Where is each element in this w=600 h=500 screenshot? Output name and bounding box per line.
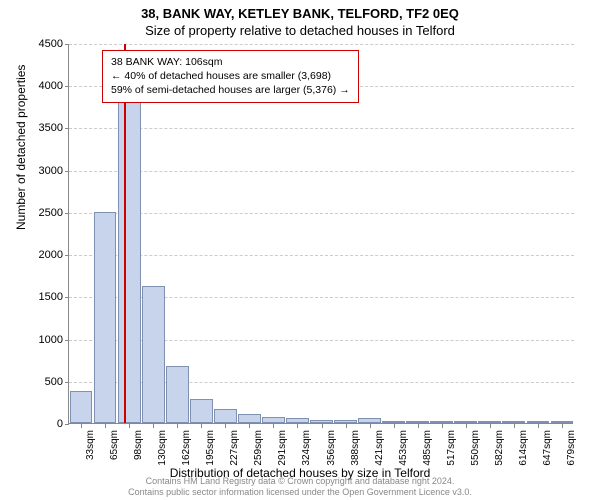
ytick-label: 500 [23, 376, 63, 388]
xtick-label: 550sqm [470, 430, 481, 466]
xtick-mark [466, 424, 467, 428]
ytick-mark [65, 297, 69, 298]
ytick-label: 0 [23, 418, 63, 430]
xtick-mark [514, 424, 515, 428]
xtick-label: 582sqm [494, 430, 505, 466]
xtick-label: 679sqm [566, 430, 577, 466]
ytick-mark [65, 128, 69, 129]
histogram-bar [382, 421, 405, 423]
histogram-bar [502, 421, 525, 423]
ytick-mark [65, 213, 69, 214]
xtick-mark [273, 424, 274, 428]
xtick-label: 33sqm [85, 430, 96, 460]
ytick-mark [65, 424, 69, 425]
ytick-label: 3000 [23, 165, 63, 177]
ytick-label: 4000 [23, 80, 63, 92]
histogram-bar [238, 414, 261, 423]
xtick-label: 614sqm [518, 430, 529, 466]
ytick-label: 2500 [23, 207, 63, 219]
xtick-mark [562, 424, 563, 428]
xtick-mark [105, 424, 106, 428]
xtick-mark [81, 424, 82, 428]
annotation-box: 38 BANK WAY: 106sqm ← 40% of detached ho… [102, 50, 359, 103]
ytick-label: 4500 [23, 38, 63, 50]
xtick-label: 324sqm [301, 430, 312, 466]
footer: Contains HM Land Registry data © Crown c… [0, 476, 600, 498]
gridline [69, 171, 574, 172]
title-subtitle: Size of property relative to detached ho… [0, 21, 600, 38]
gridline [69, 255, 574, 256]
annotation-line1: 38 BANK WAY: 106sqm [111, 55, 350, 69]
xtick-mark [129, 424, 130, 428]
xtick-label: 130sqm [157, 430, 168, 466]
xtick-mark [346, 424, 347, 428]
xtick-mark [177, 424, 178, 428]
chart-container: 38, BANK WAY, KETLEY BANK, TELFORD, TF2 … [0, 0, 600, 500]
xtick-label: 388sqm [350, 430, 361, 466]
xtick-mark [394, 424, 395, 428]
histogram-bar [430, 421, 453, 423]
ytick-label: 1500 [23, 291, 63, 303]
histogram-bar [262, 417, 285, 423]
xtick-mark [418, 424, 419, 428]
xtick-mark [442, 424, 443, 428]
histogram-bar [310, 420, 333, 423]
xtick-label: 291sqm [277, 430, 288, 466]
xtick-label: 227sqm [229, 430, 240, 466]
chart-area: 05001000150020002500300035004000450033sq… [68, 44, 573, 424]
histogram-bar [527, 421, 550, 423]
xtick-label: 65sqm [109, 430, 120, 460]
histogram-bar [478, 421, 501, 423]
xtick-mark [322, 424, 323, 428]
title-address: 38, BANK WAY, KETLEY BANK, TELFORD, TF2 … [0, 0, 600, 21]
xtick-label: 517sqm [446, 430, 457, 466]
histogram-bar [286, 418, 309, 423]
histogram-bar [142, 286, 165, 423]
xtick-label: 259sqm [253, 430, 264, 466]
footer-line1: Contains HM Land Registry data © Crown c… [0, 476, 600, 487]
xtick-label: 453sqm [398, 430, 409, 466]
xtick-label: 421sqm [374, 430, 385, 466]
gridline [69, 213, 574, 214]
histogram-bar [551, 421, 574, 423]
histogram-bar [334, 420, 357, 423]
xtick-mark [153, 424, 154, 428]
xtick-mark [201, 424, 202, 428]
histogram-bar [454, 421, 477, 423]
xtick-mark [225, 424, 226, 428]
xtick-label: 195sqm [205, 430, 216, 466]
xtick-label: 647sqm [542, 430, 553, 466]
xtick-mark [490, 424, 491, 428]
histogram-bar [406, 421, 429, 423]
xtick-mark [249, 424, 250, 428]
footer-line2: Contains public sector information licen… [0, 487, 600, 498]
gridline [69, 44, 574, 45]
annotation-line2: ← 40% of detached houses are smaller (3,… [111, 69, 350, 83]
ytick-mark [65, 86, 69, 87]
ytick-label: 3500 [23, 122, 63, 134]
xtick-label: 485sqm [422, 430, 433, 466]
histogram-bar [190, 399, 213, 423]
xtick-label: 356sqm [326, 430, 337, 466]
xtick-mark [297, 424, 298, 428]
histogram-bar [358, 418, 381, 423]
xtick-mark [370, 424, 371, 428]
ytick-mark [65, 340, 69, 341]
histogram-bar [70, 391, 93, 423]
ytick-label: 1000 [23, 334, 63, 346]
xtick-mark [538, 424, 539, 428]
xtick-label: 98sqm [133, 430, 144, 460]
histogram-bar [94, 212, 117, 423]
ytick-mark [65, 44, 69, 45]
annotation-line3: 59% of semi-detached houses are larger (… [111, 83, 350, 97]
histogram-bar [166, 366, 189, 423]
gridline [69, 128, 574, 129]
histogram-bar [118, 68, 141, 423]
ytick-mark [65, 171, 69, 172]
ytick-mark [65, 382, 69, 383]
ytick-mark [65, 255, 69, 256]
xtick-label: 162sqm [181, 430, 192, 466]
ytick-label: 2000 [23, 249, 63, 261]
histogram-bar [214, 409, 237, 423]
